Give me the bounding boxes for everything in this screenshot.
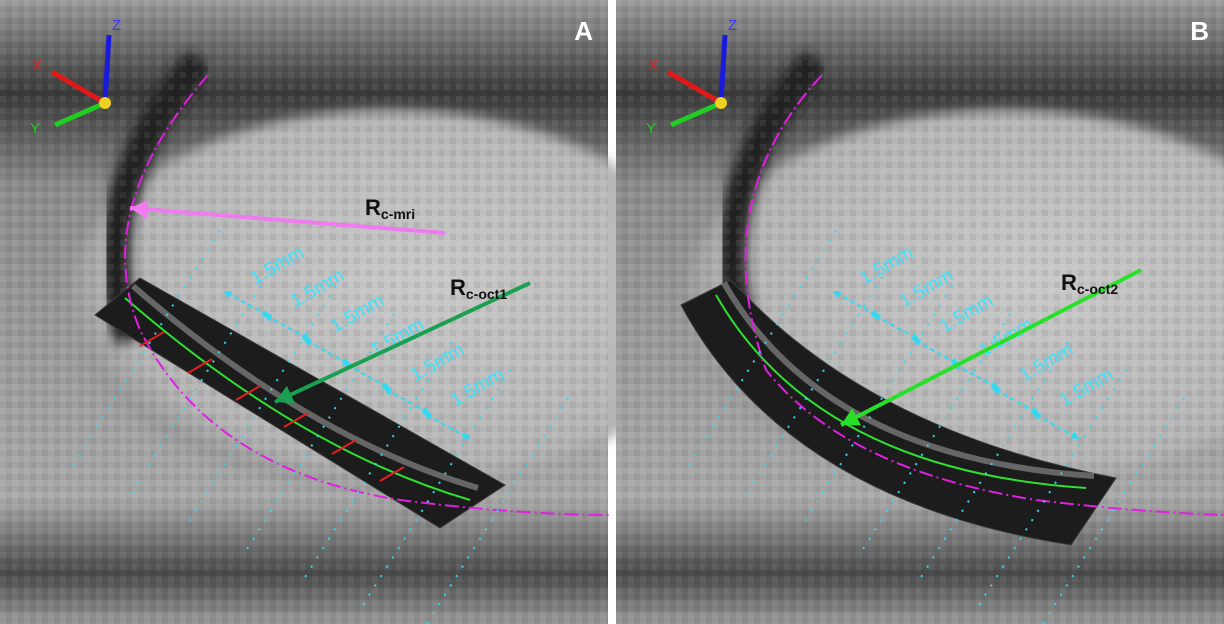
radius-sub: c-oct1 bbox=[466, 286, 507, 302]
axis-z-label: Z bbox=[112, 17, 121, 34]
axis-origin bbox=[99, 97, 111, 109]
radius-main: R bbox=[450, 275, 466, 300]
radius-main: R bbox=[1061, 270, 1077, 295]
radius-sub: c-oct2 bbox=[1077, 281, 1118, 297]
radius-sub: c-mri bbox=[381, 206, 415, 222]
axis-z-label: Z bbox=[728, 17, 737, 34]
axis-y-label: Y bbox=[30, 120, 40, 137]
figure: 1.5mm1.5mm1.5mm1.5mm1.5mm1.5mmRc-mriRc-o… bbox=[0, 0, 1224, 624]
panel: 1.5mm1.5mm1.5mm1.5mm1.5mm1.5mmRc-oct2ZXY… bbox=[616, 0, 1224, 624]
axis-x-label: X bbox=[648, 57, 658, 74]
axis-x-label: X bbox=[32, 57, 42, 74]
axis-origin bbox=[715, 97, 727, 109]
panel-label: B bbox=[1190, 16, 1209, 46]
page: 1.5mm1.5mm1.5mm1.5mm1.5mm1.5mmRc-mriRc-o… bbox=[0, 0, 1224, 624]
panel: 1.5mm1.5mm1.5mm1.5mm1.5mm1.5mmRc-mriRc-o… bbox=[0, 0, 710, 624]
panel-label: A bbox=[574, 16, 593, 46]
axis-y-label: Y bbox=[646, 120, 656, 137]
radius-main: R bbox=[365, 195, 381, 220]
